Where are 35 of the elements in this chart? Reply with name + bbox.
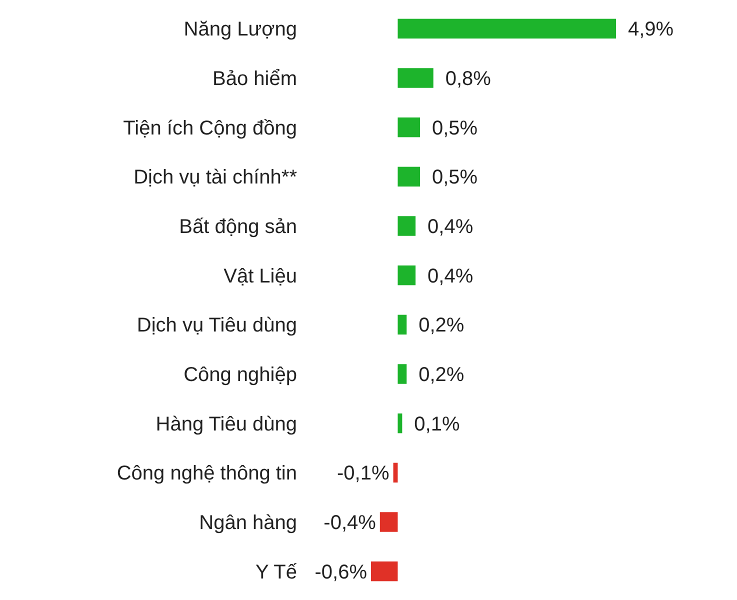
- y-tick-label: Dịch vụ Tiêu dùng: [136, 314, 297, 337]
- y-tick-label: Bảo hiểm: [212, 68, 297, 90]
- data-label: 0,4%: [428, 216, 474, 238]
- bar: [398, 18, 616, 39]
- y-tick-label: Vật Liệu: [224, 265, 297, 288]
- data-label: 0,1%: [414, 413, 460, 436]
- bar: [398, 314, 407, 335]
- bar: [380, 512, 398, 532]
- y-tick-label: Bất động sản: [179, 216, 297, 238]
- y-tick-label: Công nghệ thông tin: [116, 462, 297, 485]
- bar: [398, 265, 416, 286]
- data-label: 0,5%: [432, 166, 478, 189]
- data-label: -0,6%: [314, 561, 368, 584]
- data-label: 4,9%: [628, 18, 674, 41]
- bar: [398, 364, 407, 384]
- y-tick-label: Dịch vụ tài chính**: [134, 166, 298, 189]
- y-tick-label: Năng Lượng: [184, 18, 297, 41]
- data-label: 0,5%: [432, 117, 478, 140]
- data-label: -0,4%: [324, 512, 376, 534]
- bar: [398, 117, 420, 138]
- data-label: 0,8%: [445, 68, 492, 90]
- y-tick-label: Y Tế: [255, 561, 297, 584]
- data-label: 0,4%: [428, 265, 474, 288]
- bar: [398, 413, 402, 434]
- y-tick-label: Hàng Tiêu dùng: [156, 413, 297, 436]
- y-tick-label: Công nghiệp: [184, 364, 297, 386]
- bar: [398, 68, 434, 88]
- bar: [398, 166, 420, 187]
- y-tick-label: Ngân hàng: [199, 512, 297, 534]
- bar: [398, 216, 416, 236]
- data-label: 0,2%: [418, 314, 464, 337]
- data-label: -0,1%: [337, 462, 390, 485]
- y-tick-label: Tiện ích Cộng đồng: [123, 117, 297, 140]
- bar: [371, 561, 398, 582]
- data-label: 0,2%: [418, 364, 464, 386]
